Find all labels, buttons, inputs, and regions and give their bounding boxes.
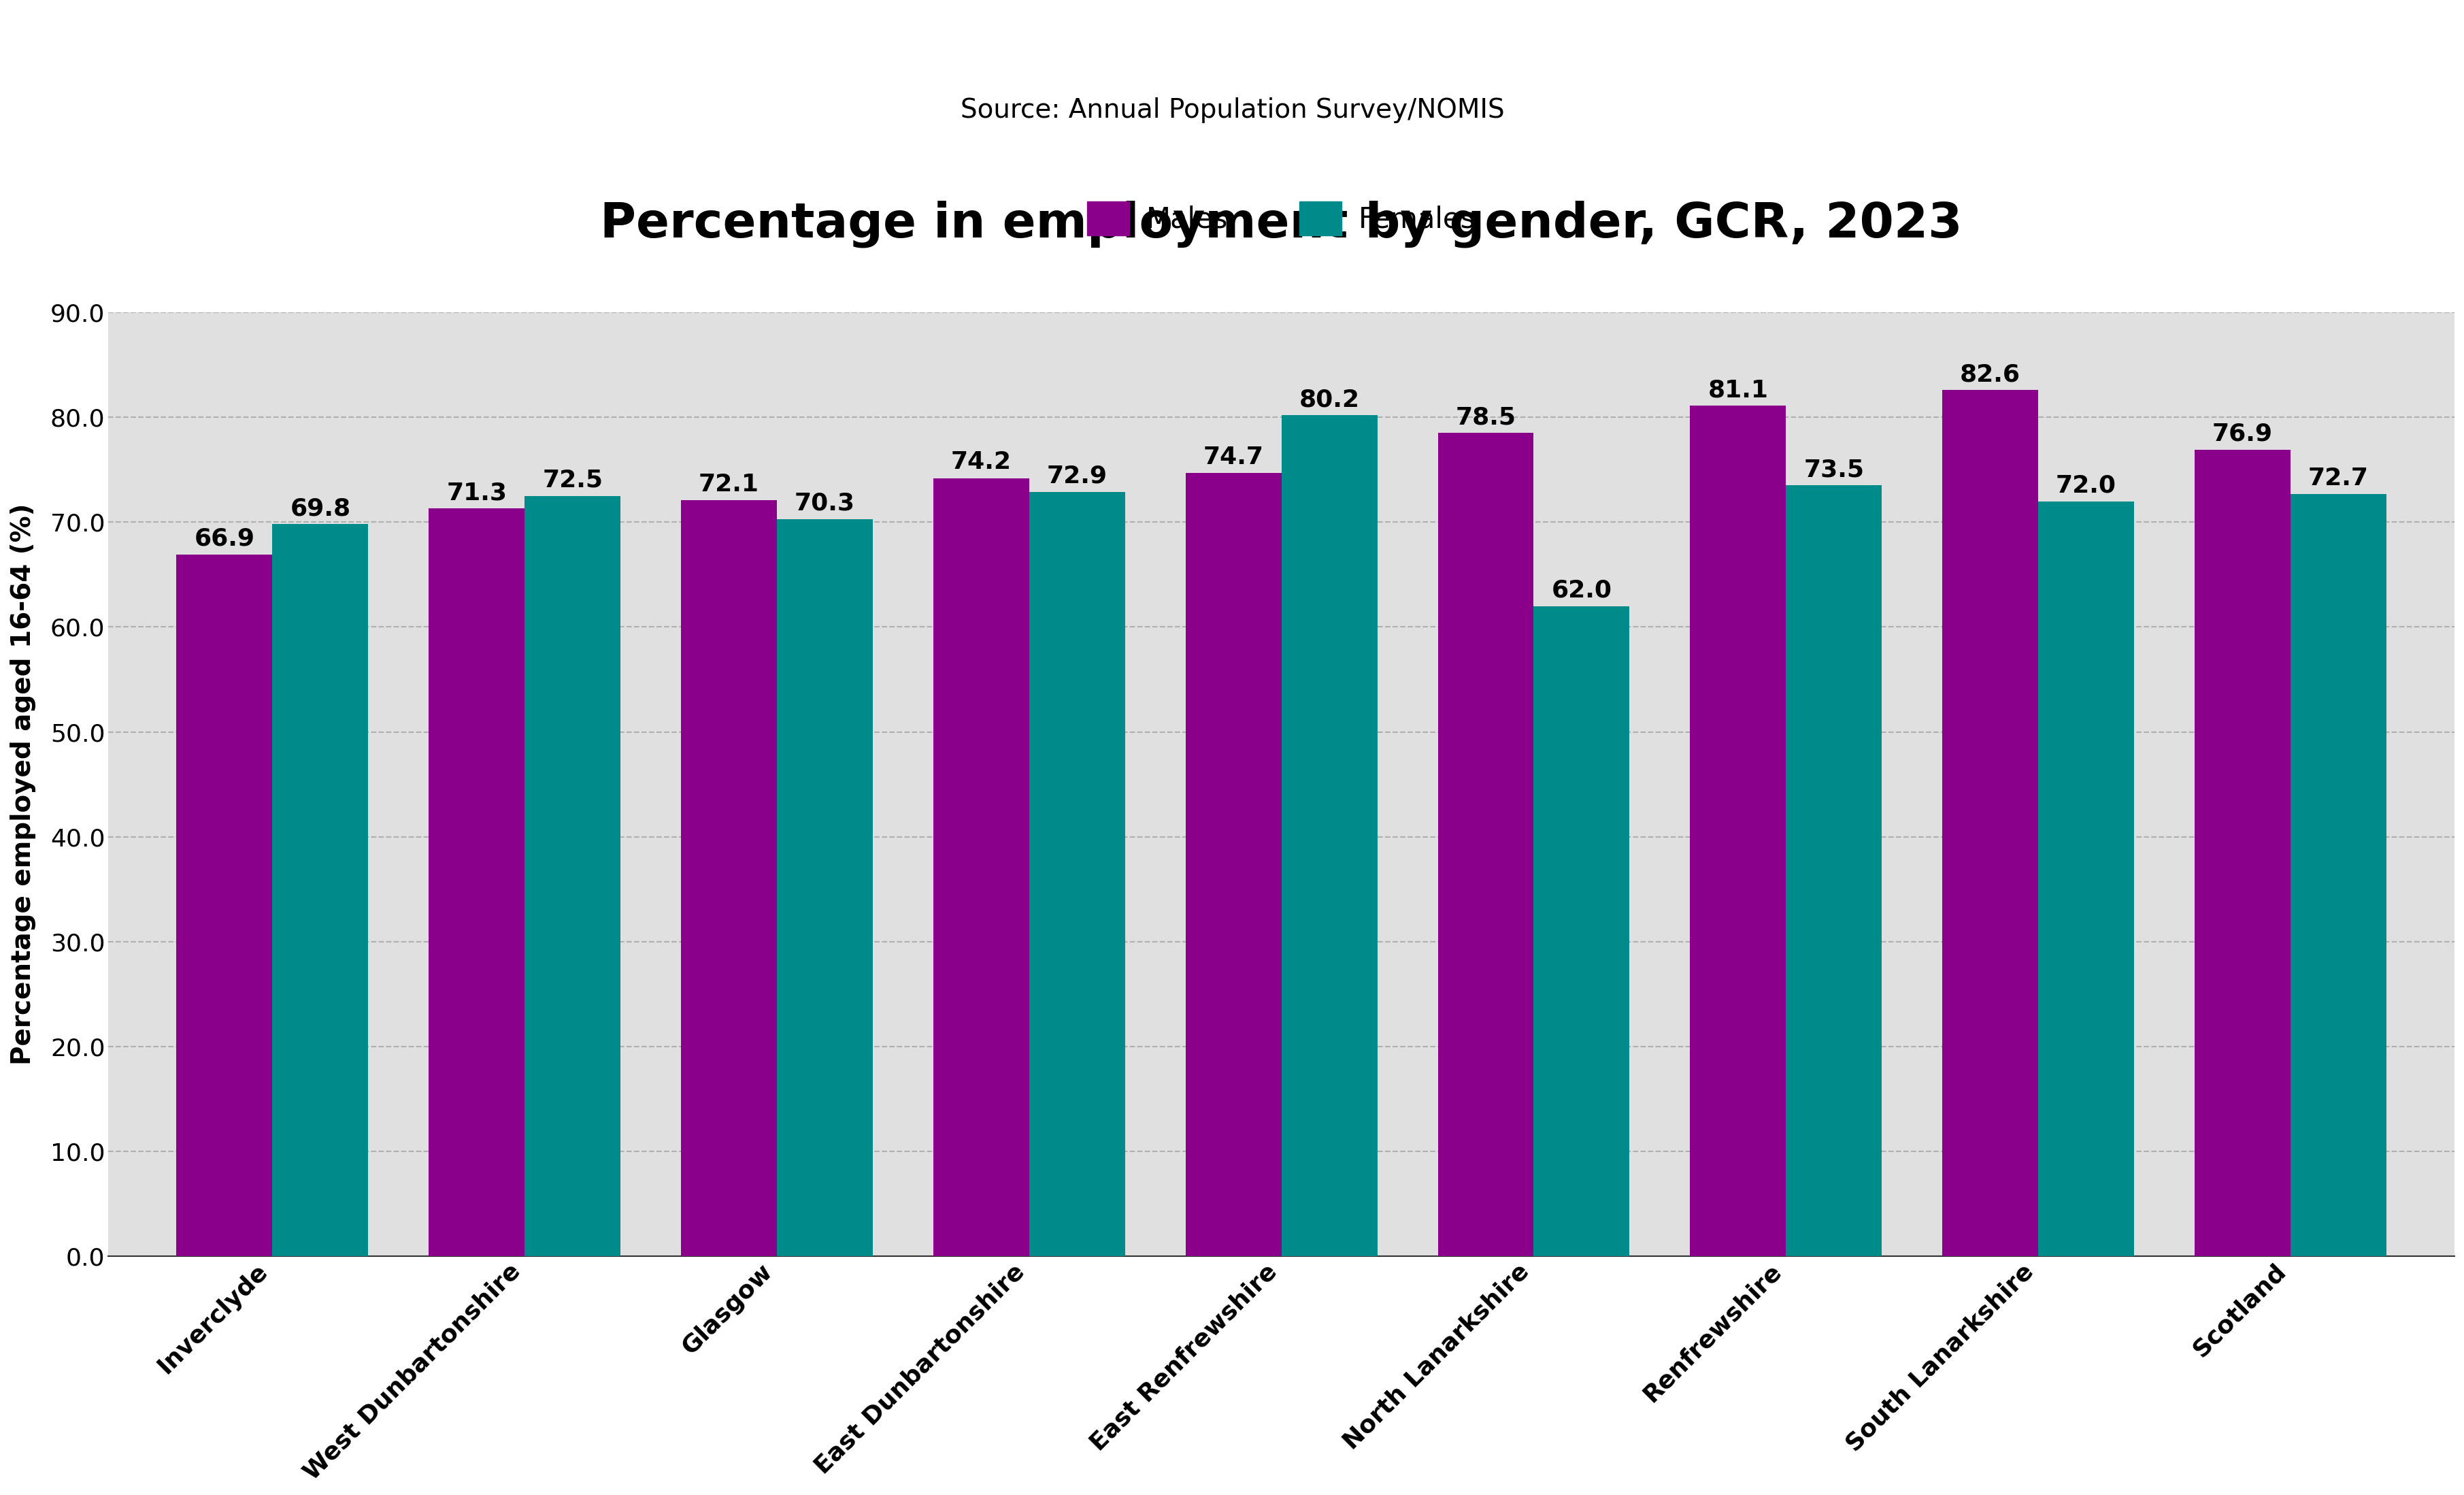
Bar <box>1030 492 1124 1256</box>
Text: 71.3: 71.3 <box>446 481 508 504</box>
Bar <box>776 519 872 1256</box>
Text: 72.9: 72.9 <box>1047 465 1106 487</box>
Text: 74.7: 74.7 <box>1202 446 1264 469</box>
Title: Percentage in employment by gender, GCR, 2023: Percentage in employment by gender, GCR,… <box>601 200 1961 247</box>
Bar <box>525 496 621 1256</box>
Bar <box>1786 486 1882 1256</box>
Text: 76.9: 76.9 <box>2213 423 2272 446</box>
Bar <box>429 508 525 1256</box>
Bar <box>1185 472 1281 1256</box>
Text: 72.7: 72.7 <box>2306 466 2368 490</box>
Text: 78.5: 78.5 <box>1456 405 1515 429</box>
Bar <box>2038 501 2134 1256</box>
Bar <box>680 501 776 1256</box>
Text: 66.9: 66.9 <box>195 528 254 550</box>
Bar <box>1533 605 1629 1256</box>
Text: 82.6: 82.6 <box>1959 363 2020 386</box>
Text: 81.1: 81.1 <box>1708 378 1767 402</box>
Bar <box>1942 390 2038 1256</box>
Text: 72.0: 72.0 <box>2055 474 2117 496</box>
Bar <box>934 478 1030 1256</box>
Text: 70.3: 70.3 <box>793 492 855 514</box>
Y-axis label: Percentage employed aged 16-64 (%): Percentage employed aged 16-64 (%) <box>10 504 37 1066</box>
Bar <box>1437 434 1533 1256</box>
Text: Source: Annual Population Survey/NOMIS: Source: Annual Population Survey/NOMIS <box>961 97 1503 123</box>
Bar <box>1690 405 1786 1256</box>
Text: 74.2: 74.2 <box>951 451 1010 474</box>
Bar <box>1281 416 1377 1256</box>
Text: 72.5: 72.5 <box>542 468 604 492</box>
Text: 73.5: 73.5 <box>1804 457 1863 481</box>
Bar <box>177 555 274 1256</box>
Text: 69.8: 69.8 <box>291 496 350 520</box>
Bar <box>274 525 367 1256</box>
Text: 62.0: 62.0 <box>1550 579 1611 602</box>
Text: 72.1: 72.1 <box>697 472 759 496</box>
Text: 80.2: 80.2 <box>1299 387 1360 411</box>
Bar <box>2289 493 2385 1256</box>
Legend: Males, Females: Males, Females <box>1074 190 1486 247</box>
Bar <box>2193 450 2289 1256</box>
